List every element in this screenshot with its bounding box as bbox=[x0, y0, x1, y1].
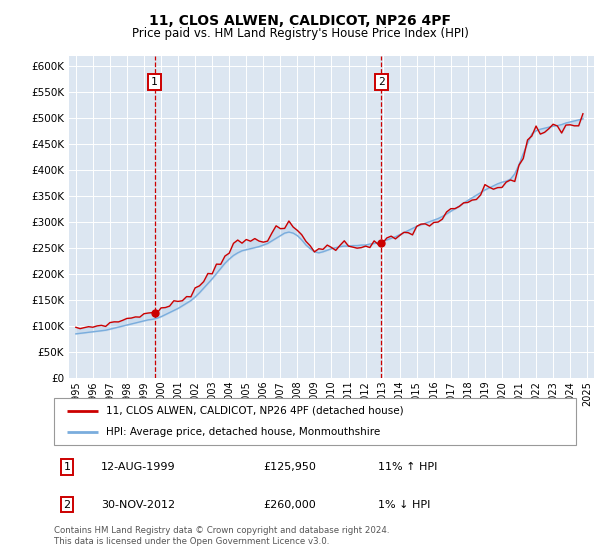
Text: 2: 2 bbox=[378, 77, 385, 87]
Text: £125,950: £125,950 bbox=[263, 462, 316, 472]
Text: £260,000: £260,000 bbox=[263, 500, 316, 510]
Text: 11% ↑ HPI: 11% ↑ HPI bbox=[377, 462, 437, 472]
FancyBboxPatch shape bbox=[54, 398, 576, 445]
Text: 2: 2 bbox=[64, 500, 71, 510]
Text: 11, CLOS ALWEN, CALDICOT, NP26 4PF (detached house): 11, CLOS ALWEN, CALDICOT, NP26 4PF (deta… bbox=[106, 406, 404, 416]
Text: Contains HM Land Registry data © Crown copyright and database right 2024.
This d: Contains HM Land Registry data © Crown c… bbox=[54, 526, 389, 546]
Text: 1: 1 bbox=[151, 77, 158, 87]
Text: 1% ↓ HPI: 1% ↓ HPI bbox=[377, 500, 430, 510]
Text: HPI: Average price, detached house, Monmouthshire: HPI: Average price, detached house, Monm… bbox=[106, 427, 380, 437]
Text: 11, CLOS ALWEN, CALDICOT, NP26 4PF: 11, CLOS ALWEN, CALDICOT, NP26 4PF bbox=[149, 14, 451, 28]
Text: 12-AUG-1999: 12-AUG-1999 bbox=[101, 462, 176, 472]
Text: 1: 1 bbox=[64, 462, 71, 472]
Text: 30-NOV-2012: 30-NOV-2012 bbox=[101, 500, 175, 510]
Text: Price paid vs. HM Land Registry's House Price Index (HPI): Price paid vs. HM Land Registry's House … bbox=[131, 27, 469, 40]
